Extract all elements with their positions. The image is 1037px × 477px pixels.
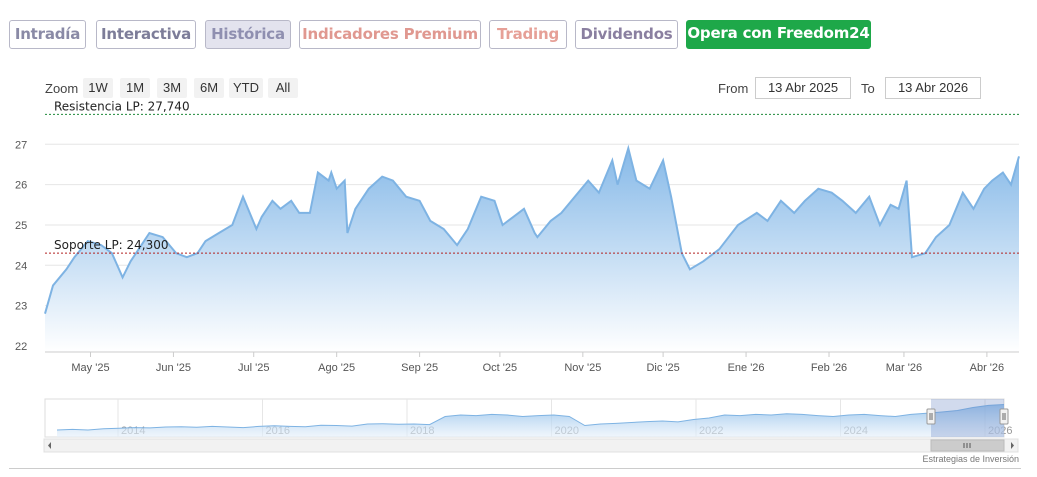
tab-interactiva[interactable]: Interactiva	[96, 20, 196, 49]
navigator-area	[57, 404, 1004, 437]
zoom-1m-button[interactable]: 1M	[120, 78, 150, 98]
navigator-selection[interactable]	[931, 399, 1004, 437]
scrollbar-track[interactable]	[43, 438, 1019, 453]
x-tick-label: Jul '25	[238, 362, 269, 374]
zoom-label: Zoom	[45, 81, 79, 96]
y-tick-label: 25	[15, 220, 27, 232]
y-tick-label: 26	[15, 180, 27, 192]
x-tick-label: Ago '25	[318, 362, 355, 374]
from-date-input[interactable]: 13 Abr 2025	[755, 77, 851, 99]
x-tick-label: Sep '25	[401, 362, 438, 374]
y-tick-label: 24	[15, 260, 27, 272]
y-tick-label: 23	[15, 301, 27, 313]
x-tick-label: Dic '25	[646, 362, 679, 374]
zoom-all-button[interactable]: All	[268, 78, 298, 98]
price-area	[45, 148, 1019, 352]
x-tick-label: Abr '26	[970, 362, 1005, 374]
tab-intradia[interactable]: Intradía	[9, 20, 86, 49]
from-label: From	[718, 81, 749, 96]
chart-credits[interactable]: Estrategias de Inversión	[922, 454, 1019, 464]
scroll-left-arrow-icon[interactable]	[48, 442, 51, 449]
bottom-divider	[9, 468, 1021, 469]
y-tick-label: 27	[15, 139, 27, 151]
tab-dividendos[interactable]: Dividendos	[575, 20, 678, 49]
navigator-left-handle[interactable]	[926, 408, 936, 425]
x-tick-label: Jun '25	[156, 362, 191, 374]
x-tick-label: Oct '25	[483, 362, 518, 374]
navigator[interactable]: 2014201620182020202220242026	[0, 395, 1037, 455]
freedom24-button[interactable]: Opera con Freedom24	[686, 20, 871, 49]
scroll-right-arrow-icon[interactable]	[1011, 442, 1014, 449]
support-label: Soporte LP: 24,300	[54, 238, 169, 252]
x-tick-label: Nov '25	[564, 362, 601, 374]
zoom-6m-button[interactable]: 6M	[194, 78, 224, 98]
x-tick-label: Ene '26	[728, 362, 765, 374]
tab-trading[interactable]: Trading	[489, 20, 567, 49]
zoom-3m-button[interactable]: 3M	[157, 78, 187, 98]
x-tick-label: Feb '26	[811, 362, 847, 374]
price-line[interactable]	[44, 144, 1020, 314]
to-date-input[interactable]: 13 Abr 2026	[885, 77, 981, 99]
zoom-1w-button[interactable]: 1W	[83, 78, 113, 98]
navigator-right-handle[interactable]	[999, 408, 1009, 425]
tab-historica[interactable]: Histórica	[205, 20, 291, 49]
y-tick-label: 22	[15, 341, 27, 353]
tab-indicadores-premium[interactable]: Indicadores Premium	[299, 20, 481, 49]
zoom-ytd-button[interactable]: YTD	[229, 78, 263, 98]
to-label: To	[861, 81, 875, 96]
x-tick-label: May '25	[71, 362, 109, 374]
x-tick-label: Mar '26	[886, 362, 922, 374]
price-chart[interactable]: 22 23 24 25 26 27 Resistencia LP: 27,740 Soport…	[0, 100, 1037, 380]
resistance-label: Resistencia LP: 27,740	[54, 100, 190, 113]
navigator-line	[56, 404, 1005, 431]
